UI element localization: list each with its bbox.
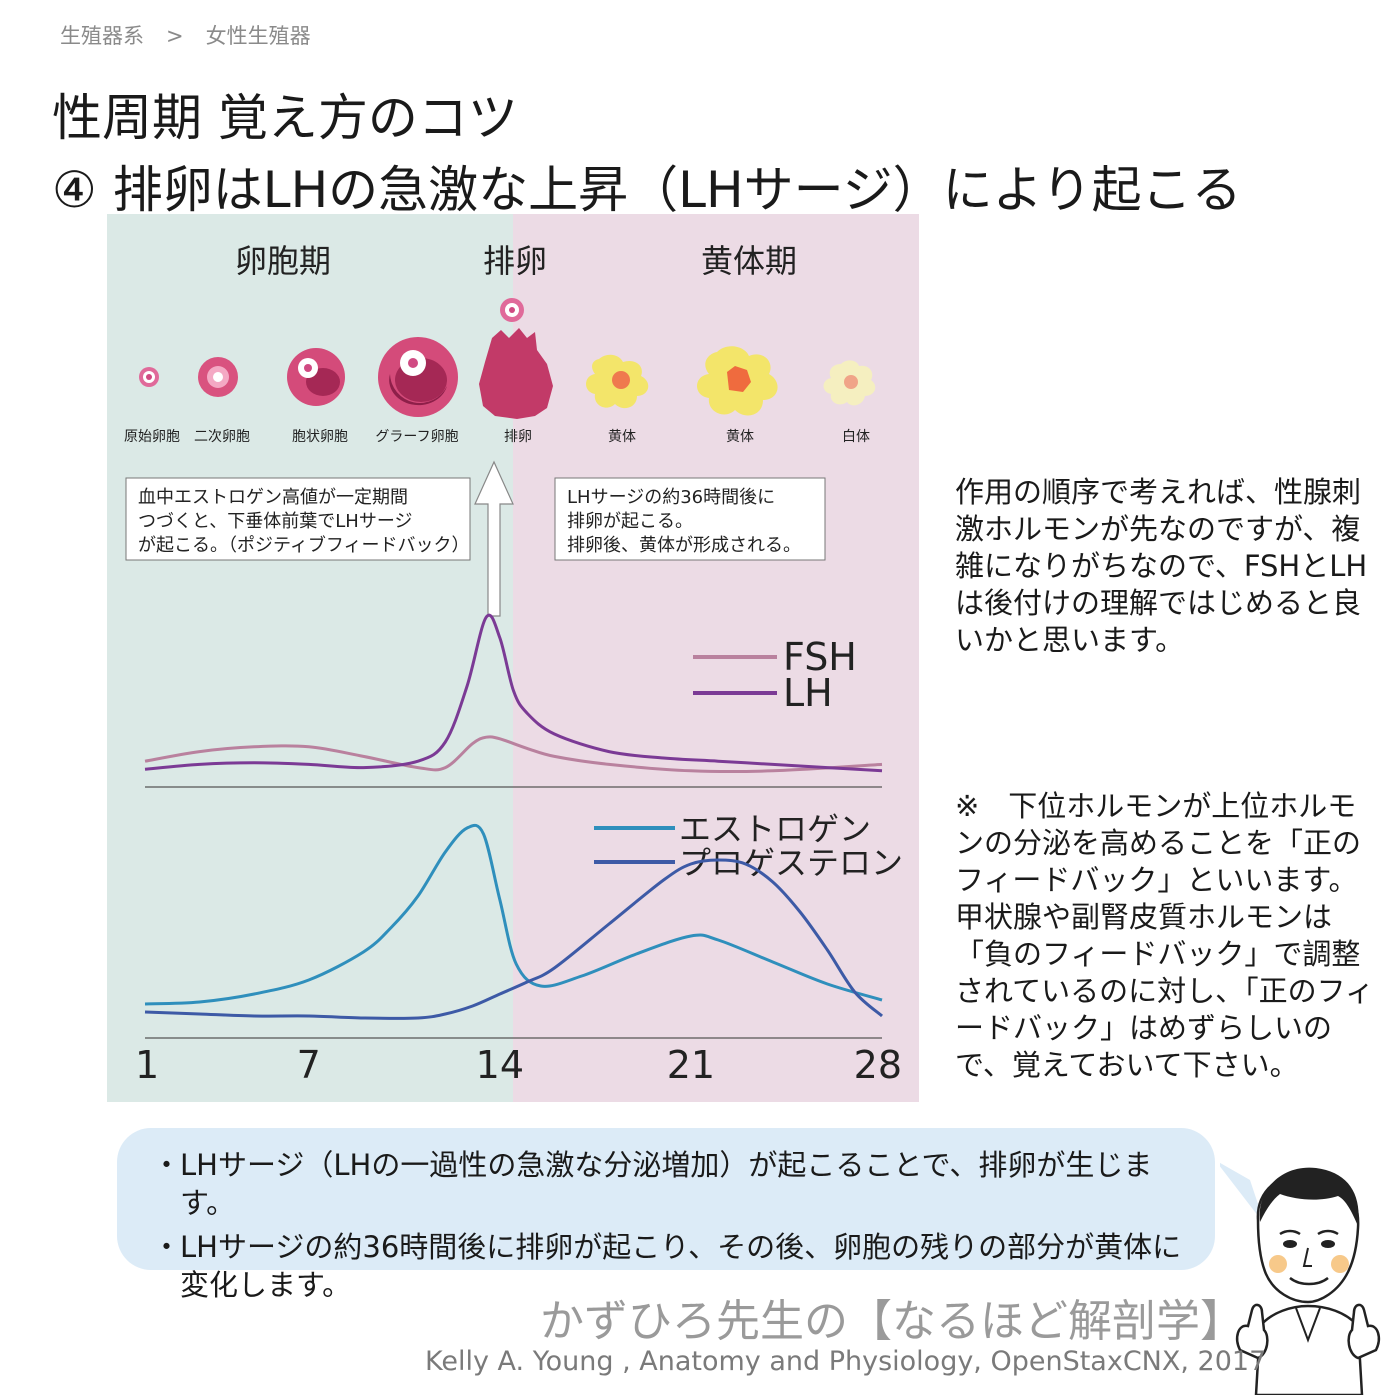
corpus-luteum-icon xyxy=(697,346,778,416)
doctor-illustration-icon xyxy=(1220,1162,1380,1395)
breadcrumb: 生殖器系 > 女性生殖器 xyxy=(60,20,311,50)
annotation-text-line: 血中エストロゲン高値が一定期間 xyxy=(138,487,408,508)
ovulating-follicle-icon xyxy=(479,298,553,419)
series-line-progesterone xyxy=(144,858,883,1020)
follicular-phase-bg xyxy=(107,214,513,1102)
corpus-albicans-icon xyxy=(823,360,876,406)
follicle-icon xyxy=(287,348,345,406)
annotation-text-line: が起こる。（ポジティブフィードバック） xyxy=(138,534,470,556)
breadcrumb-separator: > xyxy=(166,24,184,48)
annotation-box-lh-surge xyxy=(554,477,826,561)
series-line-lh xyxy=(144,613,883,773)
legend-label-lh: LH xyxy=(783,671,833,715)
breadcrumb-parent[interactable]: 生殖器系 xyxy=(60,24,144,48)
legend-label-estrogen: エストロゲン xyxy=(679,810,871,848)
x-tick-label: 28 xyxy=(854,1043,902,1087)
summary-item: LHサージの約36時間後に排卵が起こり、その後、卵胞の残りの部分が黄体に変化しま… xyxy=(152,1228,1185,1304)
follicle-stage-label: 排卵 xyxy=(504,429,532,445)
follicle-icon xyxy=(378,337,458,417)
x-tick-label: 7 xyxy=(297,1043,321,1087)
legend-label-fsh: FSH xyxy=(783,635,857,679)
annotation-box-positive-feedback xyxy=(125,477,471,561)
phase-label-follicular: 卵胞期 xyxy=(235,242,331,280)
follicle-stage-label: 黄体 xyxy=(726,428,754,445)
page-subtitle: ④ 排卵はLHの急激な上昇（LHサージ）により起こる xyxy=(52,161,1242,219)
page-title: 性周期 覚え方のコツ xyxy=(52,89,518,147)
follicle-stage-label: 白体 xyxy=(842,429,870,445)
side-note-order: 作用の順序で考えれば、性腺刺激ホルモンが先なのですが、複雑になりがちなので、FS… xyxy=(955,475,1368,657)
summary-list: LHサージ（LHの一過性の急激な分泌増加）が起こることで、排卵が生じます。 LH… xyxy=(117,1128,1215,1304)
follicle-stage-label: 二次卵胞 xyxy=(194,429,250,445)
annotation-text-line: 排卵後、黄体が形成される。 xyxy=(567,535,801,556)
x-tick-label: 1 xyxy=(135,1043,159,1087)
annotation-text-line: つづくと、下垂体前葉でLHサージ xyxy=(138,511,412,532)
x-tick-label: 21 xyxy=(667,1043,715,1087)
phase-label-luteal: 黄体期 xyxy=(701,242,797,280)
source-credit: Kelly A. Young , Anatomy and Physiology,… xyxy=(425,1346,1267,1377)
corpus-luteum-icon xyxy=(586,354,649,409)
summary-item: LHサージ（LHの一過性の急激な分泌増加）が起こることで、排卵が生じます。 xyxy=(152,1146,1185,1222)
follicle-stage-label: 原始卵胞 xyxy=(124,429,180,445)
ovulation-arrow-icon xyxy=(474,460,514,617)
follicle-icon xyxy=(198,357,238,397)
legend-label-progesterone: プロゲステロン xyxy=(679,844,903,882)
brand-name: かずひろ先生の【なるほど解剖学】 xyxy=(540,1296,1244,1347)
follicle-stage-label: グラーフ卵胞 xyxy=(375,429,458,445)
annotation-text-line: LHサージの約36時間後に xyxy=(567,487,775,508)
follicle-stage-label: 黄体 xyxy=(608,428,636,445)
annotation-text-line: 排卵が起こる。 xyxy=(567,511,693,532)
follicle-stage-label: 胞状卵胞 xyxy=(292,429,348,445)
menstrual-cycle-chart: 卵胞期 排卵 黄体期 原始卵胞 二次卵胞 胞状卵胞 グラーフ卵胞 排卵 黄体 黄体 白体 血中… xyxy=(107,214,919,1102)
follicle-stage-labels: 原始卵胞 二次卵胞 胞状卵胞 グラーフ卵胞 排卵 黄体 黄体 白体 xyxy=(124,428,870,445)
series-line-estrogen xyxy=(144,823,883,1006)
breadcrumb-current: 女性生殖器 xyxy=(205,24,311,48)
summary-box: LHサージ（LHの一過性の急激な分泌増加）が起こることで、排卵が生じます。 LH… xyxy=(117,1128,1215,1302)
x-tick-label: 14 xyxy=(476,1043,524,1087)
phase-label-ovulation: 排卵 xyxy=(483,242,547,280)
series-line-fsh xyxy=(144,735,883,774)
x-axis-ticks: 1 7 14 21 28 xyxy=(135,1043,902,1087)
follicle-icon xyxy=(139,367,159,387)
side-note-positive-feedback: ※ 下位ホルモンが上位ホルモンの分泌を高めることを「正のフィードバック」といいま… xyxy=(955,789,1375,1082)
